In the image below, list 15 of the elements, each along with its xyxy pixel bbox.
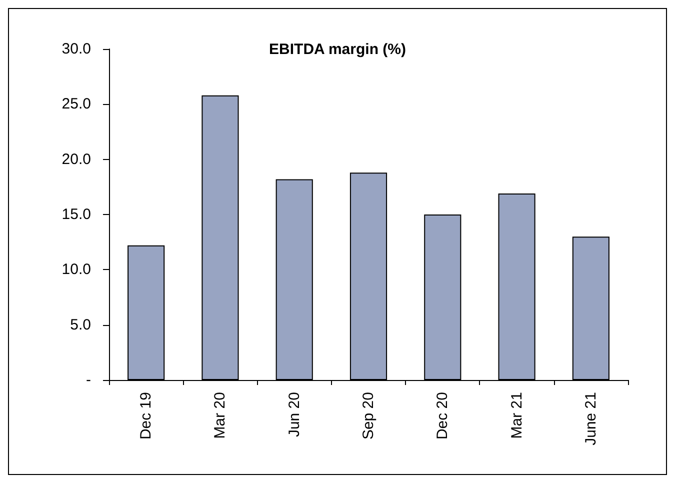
x-tick-label: Jun 20 <box>286 392 303 438</box>
x-tick-label: Dec 19 <box>138 392 155 440</box>
chart-title: EBITDA margin (%) <box>269 41 406 58</box>
y-tick-label: - <box>86 372 91 388</box>
y-tick-label: 30.0 <box>62 40 91 58</box>
y-tick-label: 25.0 <box>62 96 91 113</box>
x-tick-label: Mar 21 <box>508 392 526 439</box>
y-tick-label: 5.0 <box>70 316 91 334</box>
x-tick-label: Mar 20 <box>212 392 229 439</box>
y-tick-label: 20.0 <box>62 150 91 168</box>
x-tick-label: Dec 20 <box>434 392 452 440</box>
x-tick-label: June 21 <box>582 392 600 446</box>
x-tick-label: Sep 20 <box>360 392 377 440</box>
y-tick-label: 15.0 <box>62 206 91 223</box>
y-tick-label: 10.0 <box>62 261 91 278</box>
